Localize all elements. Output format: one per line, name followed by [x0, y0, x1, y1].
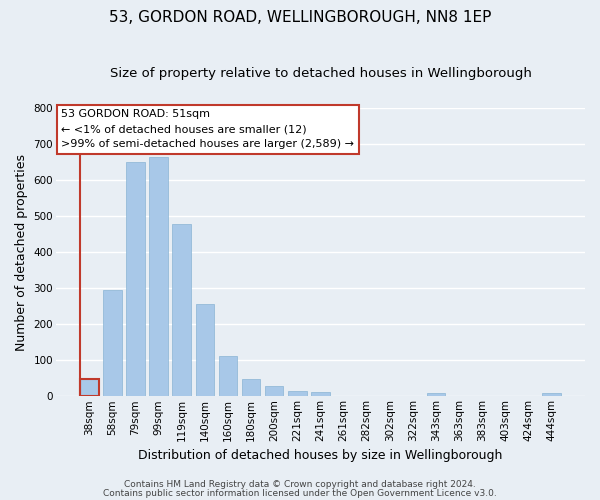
Bar — [103, 290, 122, 397]
Bar — [149, 156, 168, 396]
Y-axis label: Number of detached properties: Number of detached properties — [15, 154, 28, 350]
Bar — [219, 356, 237, 397]
Bar — [542, 394, 561, 396]
Text: Contains HM Land Registry data © Crown copyright and database right 2024.: Contains HM Land Registry data © Crown c… — [124, 480, 476, 489]
Text: 53 GORDON ROAD: 51sqm
← <1% of detached houses are smaller (12)
>99% of semi-det: 53 GORDON ROAD: 51sqm ← <1% of detached … — [61, 110, 354, 149]
Text: 53, GORDON ROAD, WELLINGBOROUGH, NN8 1EP: 53, GORDON ROAD, WELLINGBOROUGH, NN8 1EP — [109, 10, 491, 25]
Bar — [196, 304, 214, 396]
Text: Contains public sector information licensed under the Open Government Licence v3: Contains public sector information licen… — [103, 488, 497, 498]
X-axis label: Distribution of detached houses by size in Wellingborough: Distribution of detached houses by size … — [138, 450, 503, 462]
Bar — [126, 162, 145, 396]
Bar — [172, 224, 191, 396]
Bar — [242, 379, 260, 396]
Bar — [80, 380, 98, 396]
Bar — [288, 391, 307, 396]
Bar — [427, 392, 445, 396]
Title: Size of property relative to detached houses in Wellingborough: Size of property relative to detached ho… — [110, 68, 532, 80]
Bar — [265, 386, 283, 396]
Bar — [311, 392, 330, 396]
